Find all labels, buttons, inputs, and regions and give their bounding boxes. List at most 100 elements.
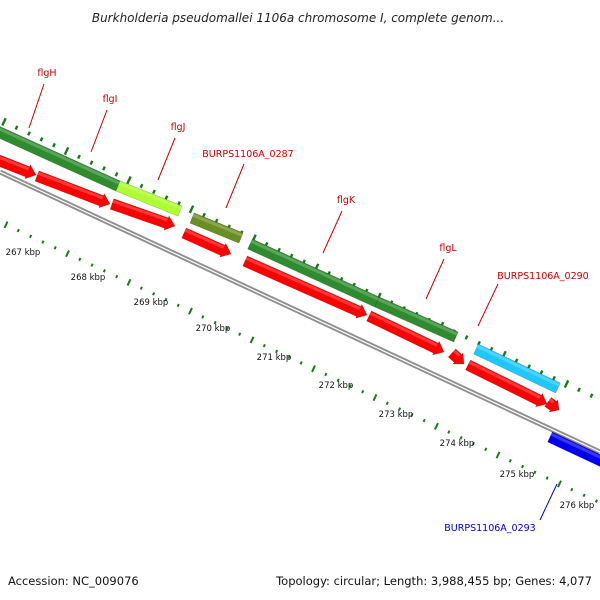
- cds-arrow: [242, 255, 368, 319]
- inner-tick: [78, 257, 82, 262]
- inner-tick: [29, 234, 33, 239]
- inner-tick: [188, 307, 193, 315]
- inner-tick: [41, 240, 45, 244]
- inner-tick: [90, 263, 94, 267]
- gene-label: flgH: [37, 68, 56, 79]
- gene-leader-line: [225, 163, 245, 209]
- outer-tick: [539, 370, 544, 375]
- outer-tick: [1, 117, 7, 126]
- outer-tick: [14, 125, 19, 131]
- gene-labels: flgH flgI flgJ BURPS1106A_0287 flgK flgL BURPS…: [28, 68, 589, 534]
- inner-tick: [3, 221, 9, 229]
- inner-tick: [102, 269, 106, 273]
- outer-tick: [114, 171, 119, 177]
- outer-tick: [126, 175, 132, 185]
- outer-tick: [152, 189, 156, 195]
- inner-tick: [372, 393, 378, 402]
- inner-tick: [164, 297, 168, 302]
- outer-tick: [102, 166, 106, 171]
- map-title: Burkholderia pseudomallei 1106a chromoso…: [92, 11, 504, 25]
- kbp-label: 273 kbp: [379, 410, 414, 420]
- inner-tick: [53, 246, 57, 250]
- inner-tick: [495, 451, 501, 459]
- genome-summary-text: Topology: circular; Length: 3,988,455 bp…: [275, 574, 592, 588]
- outer-tick: [63, 146, 70, 156]
- gene-box: [115, 180, 183, 217]
- inner-tick: [287, 355, 291, 359]
- inner-tick: [447, 430, 451, 434]
- inner-tick: [336, 378, 340, 383]
- inner-tick: [521, 464, 525, 469]
- cds-arrow: [109, 198, 176, 231]
- inner-tick: [126, 278, 132, 286]
- inner-tick: [422, 418, 426, 423]
- outer-tick-ring: [1, 117, 594, 398]
- inner-tick: [410, 412, 414, 417]
- cds-arrow: [366, 310, 445, 356]
- gene-box: [189, 212, 244, 244]
- inner-tick: [484, 447, 488, 452]
- inner-tick: [471, 441, 475, 446]
- inner-tick: [594, 499, 598, 503]
- cds-arrow: [34, 170, 111, 209]
- gene-leader-line: [157, 137, 176, 181]
- inner-tick: [434, 422, 439, 430]
- accession-text: Accession: NC_009076: [8, 574, 139, 588]
- cds-arrow: [465, 359, 548, 408]
- outer-tick: [27, 131, 31, 136]
- kbp-label: 271 kbp: [257, 353, 292, 363]
- outer-tick: [202, 212, 206, 218]
- outer-tick: [464, 335, 469, 340]
- outer-tick: [39, 137, 44, 142]
- outer-tick: [89, 160, 94, 165]
- outer-tick: [77, 154, 81, 160]
- gene-box: [247, 238, 380, 308]
- inner-tick: [139, 286, 143, 290]
- gene-leader-line: [425, 258, 445, 300]
- gene-label: flgI: [103, 94, 118, 105]
- inner-tick: [299, 361, 303, 365]
- gene-leader-line: [539, 483, 558, 521]
- inner-tick: [262, 343, 266, 348]
- kbp-label: 267 kbp: [6, 248, 41, 258]
- inner-tick: [16, 228, 20, 233]
- outer-tick: [139, 183, 144, 189]
- kbp-label: 274 kbp: [440, 439, 475, 449]
- outer-tick: [188, 205, 195, 214]
- outer-tick: [477, 340, 481, 346]
- outer-tick: [52, 142, 56, 148]
- outer-tick: [563, 379, 570, 389]
- feature-track: [0, 122, 600, 472]
- chromosome-backbone: [0, 169, 600, 455]
- inner-tick: [213, 320, 217, 325]
- inner-tick: [582, 493, 586, 498]
- outer-tick: [164, 195, 169, 200]
- kbp-label: 276 kbp: [560, 501, 595, 511]
- gene-label: flgJ: [171, 122, 186, 133]
- kbp-label: 275 kbp: [500, 470, 535, 480]
- inner-tick: [398, 407, 402, 411]
- outer-tick: [552, 375, 556, 381]
- gene-leader-line: [90, 109, 108, 153]
- gene-leader-line: [477, 283, 499, 327]
- kbp-scale-labels: 267 kbp 268 kbp 269 kbp 270 kbp 271 kbp 272 k…: [6, 248, 595, 511]
- gene-box: [374, 296, 459, 343]
- gene-box: [0, 122, 121, 192]
- inner-tick: [348, 384, 352, 388]
- gene-box: [473, 343, 561, 394]
- inner-tick: [311, 365, 316, 373]
- inner-tick: [225, 326, 229, 331]
- gene-box: [547, 431, 600, 472]
- gene-label: flgL: [439, 243, 457, 254]
- inner-tick: [545, 476, 549, 480]
- gene-leader-line: [322, 210, 343, 254]
- outer-tick: [589, 393, 594, 398]
- inner-tick: [238, 332, 242, 336]
- inner-tick: [275, 349, 279, 354]
- kbp-label: 269 kbp: [134, 298, 169, 308]
- kbp-label: 270 kbp: [196, 324, 231, 334]
- inner-tick: [324, 372, 328, 377]
- inner-tick: [65, 249, 70, 258]
- cds-arrow: [0, 151, 37, 180]
